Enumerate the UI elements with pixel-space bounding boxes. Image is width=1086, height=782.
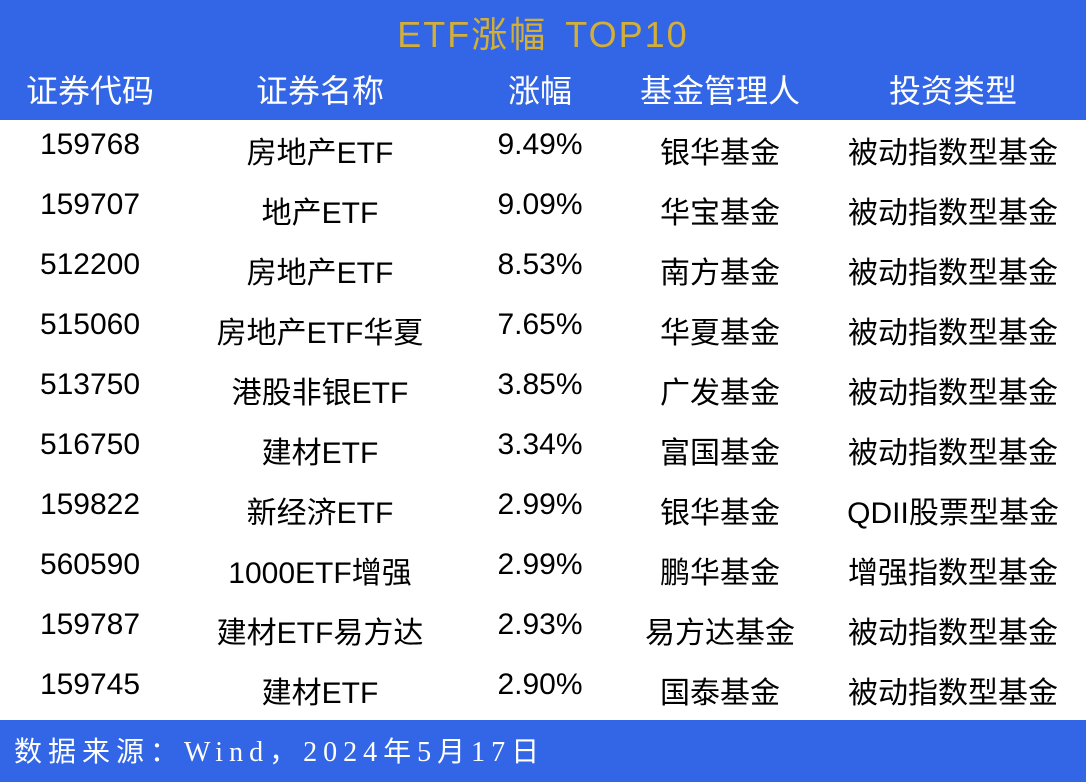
cell-name: 房地产ETF xyxy=(180,128,460,172)
header-code: 证券代码 xyxy=(0,66,180,112)
cell-name: 房地产ETF华夏 xyxy=(180,308,460,352)
cell-type: 被动指数型基金 xyxy=(820,308,1086,352)
title-part1: ETF涨幅 xyxy=(397,14,547,55)
table-row: 159745建材ETF2.90%国泰基金被动指数型基金 xyxy=(0,660,1086,720)
cell-manager: 广发基金 xyxy=(620,368,820,412)
table-row: 159822新经济ETF2.99%银华基金QDII股票型基金 xyxy=(0,480,1086,540)
table-row: 512200房地产ETF8.53%南方基金被动指数型基金 xyxy=(0,240,1086,300)
cell-manager: 鹏华基金 xyxy=(620,548,820,592)
cell-type: 被动指数型基金 xyxy=(820,608,1086,652)
cell-manager: 南方基金 xyxy=(620,248,820,292)
cell-manager: 华宝基金 xyxy=(620,188,820,232)
table-row: 159768房地产ETF9.49%银华基金被动指数型基金 xyxy=(0,120,1086,180)
table-header-row: 证券代码 证券名称 涨幅 基金管理人 投资类型 xyxy=(0,62,1086,120)
cell-change: 2.99% xyxy=(460,488,620,532)
table-row: 513750港股非银ETF3.85%广发基金被动指数型基金 xyxy=(0,360,1086,420)
cell-type: 被动指数型基金 xyxy=(820,248,1086,292)
cell-name: 港股非银ETF xyxy=(180,368,460,412)
title-part2: TOP10 xyxy=(565,14,688,55)
cell-code: 159768 xyxy=(0,128,180,172)
cell-change: 2.93% xyxy=(460,608,620,652)
table-title: ETF涨幅 TOP10 xyxy=(0,0,1086,62)
cell-manager: 银华基金 xyxy=(620,128,820,172)
etf-table-container: ETF涨幅 TOP10 证券代码 证券名称 涨幅 基金管理人 投资类型 15976… xyxy=(0,0,1086,684)
cell-manager: 华夏基金 xyxy=(620,308,820,352)
cell-change: 8.53% xyxy=(460,248,620,292)
table-row: 159707地产ETF9.09%华宝基金被动指数型基金 xyxy=(0,180,1086,240)
cell-type: 被动指数型基金 xyxy=(820,428,1086,472)
cell-change: 3.34% xyxy=(460,428,620,472)
cell-manager: 易方达基金 xyxy=(620,608,820,652)
header-type: 投资类型 xyxy=(820,66,1086,112)
cell-change: 2.99% xyxy=(460,548,620,592)
cell-code: 159745 xyxy=(0,668,180,712)
table-row: 159787建材ETF易方达2.93%易方达基金被动指数型基金 xyxy=(0,600,1086,660)
cell-type: 被动指数型基金 xyxy=(820,188,1086,232)
cell-code: 516750 xyxy=(0,428,180,472)
cell-type: 被动指数型基金 xyxy=(820,368,1086,412)
cell-name: 建材ETF xyxy=(180,428,460,472)
cell-name: 建材ETF xyxy=(180,668,460,712)
cell-code: 513750 xyxy=(0,368,180,412)
table-footer: 数据来源：Wind，2024年5月17日 xyxy=(0,720,1086,782)
table-row: 516750建材ETF3.34%富国基金被动指数型基金 xyxy=(0,420,1086,480)
cell-name: 1000ETF增强 xyxy=(180,548,460,592)
cell-manager: 银华基金 xyxy=(620,488,820,532)
header-name: 证券名称 xyxy=(180,66,460,112)
cell-type: 被动指数型基金 xyxy=(820,128,1086,172)
cell-name: 新经济ETF xyxy=(180,488,460,532)
cell-manager: 国泰基金 xyxy=(620,668,820,712)
cell-code: 159707 xyxy=(0,188,180,232)
cell-change: 9.09% xyxy=(460,188,620,232)
header-change: 涨幅 xyxy=(460,66,620,112)
cell-code: 159787 xyxy=(0,608,180,652)
cell-code: 159822 xyxy=(0,488,180,532)
cell-code: 560590 xyxy=(0,548,180,592)
cell-change: 2.90% xyxy=(460,668,620,712)
cell-type: 被动指数型基金 xyxy=(820,668,1086,712)
table-row: 515060房地产ETF华夏7.65%华夏基金被动指数型基金 xyxy=(0,300,1086,360)
table-body: 159768房地产ETF9.49%银华基金被动指数型基金159707地产ETF9… xyxy=(0,120,1086,720)
cell-type: 增强指数型基金 xyxy=(820,548,1086,592)
cell-change: 9.49% xyxy=(460,128,620,172)
cell-manager: 富国基金 xyxy=(620,428,820,472)
cell-code: 515060 xyxy=(0,308,180,352)
cell-type: QDII股票型基金 xyxy=(820,488,1086,532)
table-row: 5605901000ETF增强2.99%鹏华基金增强指数型基金 xyxy=(0,540,1086,600)
cell-name: 建材ETF易方达 xyxy=(180,608,460,652)
header-manager: 基金管理人 xyxy=(620,66,820,112)
cell-change: 7.65% xyxy=(460,308,620,352)
cell-name: 地产ETF xyxy=(180,188,460,232)
cell-name: 房地产ETF xyxy=(180,248,460,292)
cell-change: 3.85% xyxy=(460,368,620,412)
cell-code: 512200 xyxy=(0,248,180,292)
